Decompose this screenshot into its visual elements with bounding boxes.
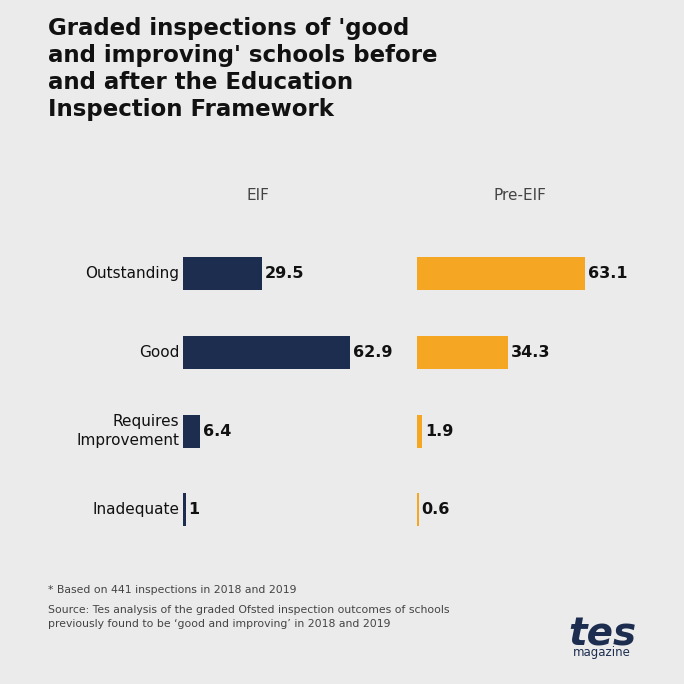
Text: Inadequate: Inadequate xyxy=(92,502,179,517)
Bar xyxy=(183,493,186,526)
Bar xyxy=(417,336,508,369)
Text: Good: Good xyxy=(139,345,179,360)
Text: 29.5: 29.5 xyxy=(264,266,304,281)
Text: 34.3: 34.3 xyxy=(511,345,551,360)
Text: EIF: EIF xyxy=(246,188,269,203)
Text: 1.9: 1.9 xyxy=(425,423,453,438)
Text: magazine: magazine xyxy=(573,646,631,659)
Bar xyxy=(417,257,585,291)
Bar xyxy=(183,415,200,447)
Text: 0.6: 0.6 xyxy=(421,502,450,517)
Text: Outstanding: Outstanding xyxy=(86,266,179,281)
Bar xyxy=(417,415,422,447)
Text: Graded inspections of 'good
and improving' schools before
and after the Educatio: Graded inspections of 'good and improvin… xyxy=(48,17,437,121)
Text: 6.4: 6.4 xyxy=(203,423,231,438)
Text: 63.1: 63.1 xyxy=(588,266,627,281)
Text: Requires
Improvement: Requires Improvement xyxy=(76,415,179,448)
Bar xyxy=(183,336,350,369)
Text: * Based on 441 inspections in 2018 and 2019: * Based on 441 inspections in 2018 and 2… xyxy=(48,585,296,595)
Text: Pre-EIF: Pre-EIF xyxy=(493,188,546,203)
Text: tes: tes xyxy=(568,616,636,654)
Bar xyxy=(183,257,261,291)
Bar xyxy=(417,493,419,526)
Text: Source: Tes analysis of the graded Ofsted inspection outcomes of schools
previou: Source: Tes analysis of the graded Ofste… xyxy=(48,605,449,629)
Text: 1: 1 xyxy=(189,502,200,517)
Text: 62.9: 62.9 xyxy=(353,345,393,360)
